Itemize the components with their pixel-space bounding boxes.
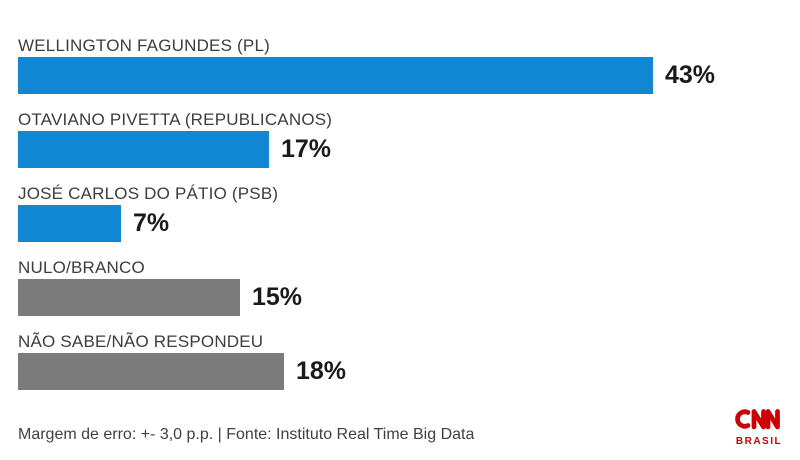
bar bbox=[18, 57, 653, 94]
bar-value: 17% bbox=[281, 135, 332, 163]
cnn-logo-icon bbox=[734, 409, 784, 439]
bar-value: 15% bbox=[252, 283, 303, 311]
bar-row: JOSÉ CARLOS DO PÁTIO (PSB) 7% bbox=[18, 184, 782, 242]
cnn-brasil-logo: BRASIL bbox=[733, 403, 785, 447]
logo-subtext: BRASIL bbox=[735, 436, 783, 447]
bar-label: NÃO SABE/NÃO RESPONDEU bbox=[18, 332, 264, 351]
bar-track: 15% bbox=[18, 279, 782, 316]
bar-row: NULO/BRANCO 15% bbox=[18, 258, 782, 316]
bar bbox=[18, 279, 240, 316]
bar-label: NULO/BRANCO bbox=[18, 258, 145, 277]
bar bbox=[18, 353, 284, 390]
bar-label: JOSÉ CARLOS DO PÁTIO (PSB) bbox=[18, 184, 279, 203]
bar-label: WELLINGTON FAGUNDES (PL) bbox=[18, 36, 270, 55]
bar-track: 7% bbox=[18, 205, 782, 242]
bar-track: 18% bbox=[18, 353, 782, 390]
bar-value: 7% bbox=[133, 209, 170, 237]
footer-source-note: Margem de erro: +- 3,0 p.p. | Fonte: Ins… bbox=[18, 426, 475, 443]
bar-label: OTAVIANO PIVETTA (REPUBLICANOS) bbox=[18, 110, 333, 129]
bar-row: OTAVIANO PIVETTA (REPUBLICANOS) 17% bbox=[18, 110, 782, 168]
bar bbox=[18, 205, 121, 242]
bar-chart: WELLINGTON FAGUNDES (PL) 43% OTAVIANO PI… bbox=[18, 36, 782, 406]
bar-row: WELLINGTON FAGUNDES (PL) 43% bbox=[18, 36, 782, 94]
bar-track: 43% bbox=[18, 57, 782, 94]
bar bbox=[18, 131, 269, 168]
bar-row: NÃO SABE/NÃO RESPONDEU 18% bbox=[18, 332, 782, 390]
bar-value: 18% bbox=[296, 357, 347, 385]
bar-value: 43% bbox=[665, 61, 716, 89]
bar-track: 17% bbox=[18, 131, 782, 168]
